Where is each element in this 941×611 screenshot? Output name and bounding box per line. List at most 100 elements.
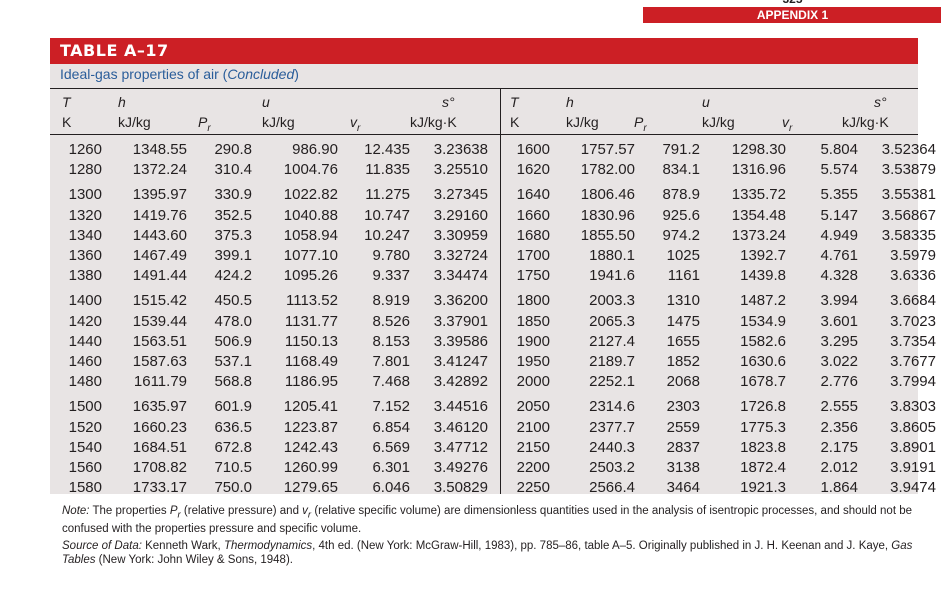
table-row: 1480 1611.79 568.8 1186.95 7.468 3.42892 [50, 372, 918, 392]
table-cell: 5.355 [820, 186, 858, 204]
table-row: 1800 2003.3 1310 1487.2 3.994 3.6684 [50, 291, 936, 311]
table-cell: 7.152 [372, 398, 410, 416]
header-top-rule [50, 88, 918, 89]
table-cell: 1600 [516, 141, 550, 158]
table-row: 1540 1684.51 672.8 1242.43 6.569 3.47712 [50, 438, 918, 458]
table-row: 1340 1443.60 375.3 1058.94 10.247 3.30959 [50, 226, 918, 246]
table-cell: 2.175 [820, 438, 858, 456]
header-Pr-left: Pr [198, 114, 211, 134]
table-cell: 2252.1 [589, 373, 635, 391]
table-cell: 1395.97 [132, 186, 187, 204]
table-row: 1600 1757.57 791.2 1298.30 5.804 3.52364 [50, 140, 936, 160]
table-cell: 2.356 [820, 418, 858, 436]
table-cell: 9.780 [372, 247, 410, 264]
table-cell: 3.601 [820, 312, 858, 330]
table-row: 2100 2377.7 2559 1775.3 2.356 3.8605 [50, 418, 936, 438]
table-cell: 1620 [516, 161, 550, 179]
table-cell: 2.012 [820, 459, 858, 476]
table-cell: 1475 [666, 312, 700, 330]
table-cell: 1095.26 [283, 267, 338, 285]
header-u-unit-right: kJ/kg [702, 114, 735, 130]
table-cell: 1850 [516, 312, 550, 330]
table-cell: 1113.52 [286, 292, 338, 310]
table-cell: 1360 [68, 247, 102, 264]
table-cell: 2250 [516, 479, 550, 497]
table-cell: 1440 [68, 332, 102, 350]
table-cell: 2503.2 [589, 459, 635, 476]
header-s-unit-left: kJ/kg·K [410, 114, 457, 130]
table-cell: 4.328 [820, 267, 858, 285]
table-cell: 2377.7 [589, 418, 635, 436]
table-row: 1420 1539.44 478.0 1131.77 8.526 3.37901 [50, 312, 918, 332]
table-row: 1280 1372.24 310.4 1004.76 11.835 3.25510 [50, 160, 918, 180]
header-Pr-right: Pr [634, 114, 647, 134]
table-cell: 3464 [666, 479, 700, 497]
table-row: 1950 2189.7 1852 1630.6 3.022 3.7677 [50, 352, 936, 372]
table-cell: 12.435 [364, 141, 410, 158]
table-cell: 1025 [666, 247, 700, 264]
table-cell: 2440.3 [589, 438, 635, 456]
page-number: 325 [643, 0, 941, 6]
appendix-header: APPENDIX 1 [643, 7, 941, 23]
table-cell: 1186.95 [284, 373, 338, 391]
table-row: 1260 1348.55 290.8 986.90 12.435 3.23638 [50, 140, 918, 160]
table-cell: 925.6 [662, 206, 700, 224]
table-cell: 3.37901 [433, 312, 488, 330]
table-row: 1660 1830.96 925.6 1354.48 5.147 3.56867 [50, 206, 936, 226]
table-cell: 1354.48 [731, 206, 786, 224]
table-cell: 1540 [68, 438, 102, 456]
table-cell: 1782.00 [580, 161, 635, 179]
table-cell: 1320 [68, 206, 102, 224]
table-cell: 1443.60 [132, 226, 187, 244]
table-cell: 3.56867 [881, 206, 936, 224]
table-cell: 1800 [516, 292, 550, 310]
table-row: 1620 1782.00 834.1 1316.96 5.574 3.53879 [50, 160, 936, 180]
table-cell: 4.761 [820, 247, 858, 264]
table-cell: 1660 [516, 206, 550, 224]
table-cell: 3.6684 [890, 292, 936, 310]
table-cell: 6.046 [372, 479, 410, 497]
table-cell: 3.41247 [433, 353, 488, 370]
column-divider [500, 88, 501, 494]
table-cell: 1310 [666, 292, 700, 310]
table-cell: 352.5 [214, 206, 252, 224]
table-cell: 3.36200 [433, 292, 488, 310]
table-cell: 424.2 [214, 267, 252, 285]
table-cell: 2.776 [820, 373, 858, 391]
table-cell: 974.2 [662, 226, 700, 244]
source-citation: Source of Data: Kenneth Wark, Thermodyna… [62, 540, 913, 566]
table-cell: 1750 [516, 267, 550, 285]
table-cell: 1.864 [820, 479, 858, 497]
header-h-right: h [566, 94, 574, 110]
table-cell: 1806.46 [580, 186, 635, 204]
table-cell: 4.949 [820, 226, 858, 244]
table-cell: 3.52364 [881, 141, 936, 158]
table-cell: 3.49276 [433, 459, 488, 476]
table-cell: 2.555 [820, 398, 858, 416]
table-cell: 1534.9 [740, 312, 786, 330]
table-cell: 710.5 [214, 459, 252, 476]
table-cell: 5.147 [820, 206, 858, 224]
header-u-unit-left: kJ/kg [262, 114, 295, 130]
table-cell: 1077.10 [283, 247, 338, 264]
table-cell: 2150 [516, 438, 550, 456]
table-cell: 1439.8 [740, 267, 786, 285]
table-cell: 1279.65 [283, 479, 338, 497]
table-cell: 1487.2 [740, 292, 786, 310]
table-cell: 1223.87 [283, 418, 338, 436]
table-cell: 2003.3 [589, 292, 635, 310]
table-row: 1560 1708.82 710.5 1260.99 6.301 3.49276 [50, 458, 918, 478]
table-cell: 1058.94 [283, 226, 338, 244]
table-cell: 1022.82 [283, 186, 338, 204]
table-cell: 9.337 [372, 267, 410, 285]
table-cell: 7.801 [372, 353, 410, 370]
table-cell: 3.47712 [433, 438, 488, 456]
table-cell: 2127.4 [589, 332, 635, 350]
table-row: 1320 1419.76 352.5 1040.88 10.747 3.29160 [50, 206, 918, 226]
table-cell: 1733.17 [132, 479, 187, 497]
table-cell: 1280 [68, 161, 102, 179]
header-h-unit-left: kJ/kg [118, 114, 151, 130]
table-cell: 1678.7 [740, 373, 786, 391]
table-cell: 399.1 [214, 247, 252, 264]
table-cell: 6.301 [372, 459, 410, 476]
